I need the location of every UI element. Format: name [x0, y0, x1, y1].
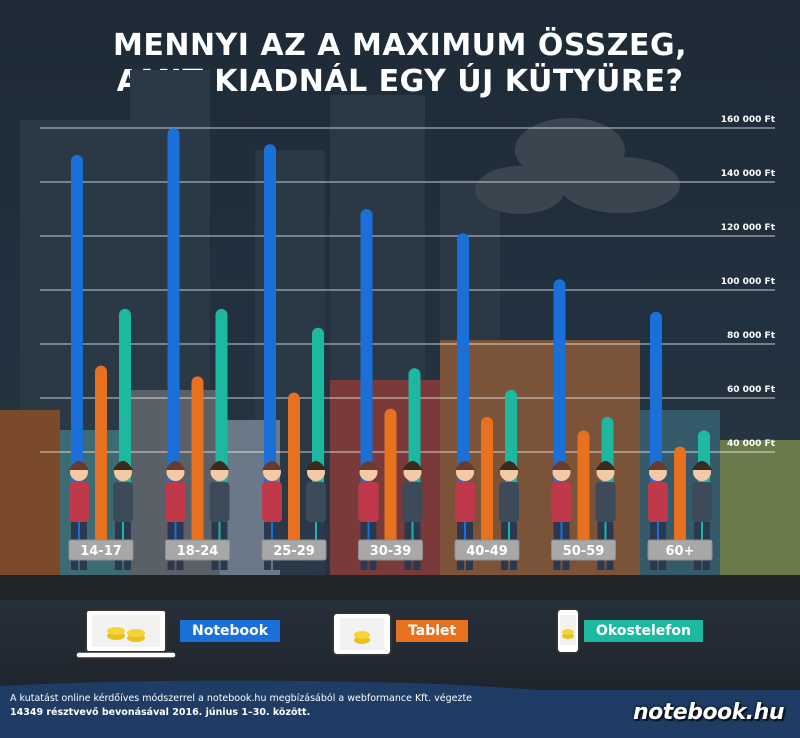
y-tick-label: 120 000 Ft — [721, 223, 776, 233]
category-label-40-49: 40-49 — [454, 539, 520, 561]
bar-notebook-14-17 — [71, 155, 83, 560]
bar-tablet-50-59 — [577, 430, 590, 560]
street — [0, 575, 800, 600]
bar-tablet-25-29 — [288, 392, 300, 560]
category-label-text: 14-17 — [80, 544, 122, 559]
bar-tablet-18-24 — [191, 376, 204, 560]
category-label-18-24: 18-24 — [165, 539, 230, 561]
brand-logo: notebook.hu — [632, 700, 785, 725]
legend: Notebook Tablet Okostelefon — [0, 600, 800, 670]
bar-tablet-30-39 — [384, 408, 397, 560]
footer: A kutatást online kérdőíves módszerrel a… — [0, 680, 800, 738]
category-label-50-59: 50-59 — [551, 539, 616, 561]
y-tick-label: 60 000 Ft — [727, 385, 776, 395]
bar-chart: 40 000 Ft 60 000 Ft 80 000 Ft 100 000 Ft 120… — [0, 70, 800, 600]
page-title: MENNYI AZ A MAXIMUM ÖSSZEG, AMIT KIADNÁL… — [0, 28, 800, 100]
category-label-25-29: 25-29 — [261, 539, 327, 561]
category-label-60+: 60+ — [647, 539, 713, 561]
category-label-text: 25-29 — [273, 544, 315, 559]
legend-okostelefon: Okostelefon — [584, 620, 703, 642]
tablet-icon — [332, 612, 392, 656]
smartphone-icon — [556, 608, 580, 654]
y-tick-label: 80 000 Ft — [727, 331, 776, 341]
bar-tablet-40-49 — [481, 416, 493, 560]
footnote-line-1: A kutatást online kérdőíves módszerrel a… — [10, 693, 473, 704]
footer-wave — [0, 680, 560, 692]
laptop-icon — [76, 609, 176, 659]
category-label-14-17: 14-17 — [68, 539, 134, 561]
title-line-2: AMIT KIADNÁL EGY ÚJ KÜTYÜRE? — [116, 64, 684, 99]
y-tick-label: 100 000 Ft — [721, 277, 776, 287]
title-line-1: MENNYI AZ A MAXIMUM ÖSSZEG, — [113, 28, 687, 63]
y-tick-label: 40 000 Ft — [727, 439, 776, 449]
bar-tablet-14-17 — [95, 365, 107, 560]
category-label-text: 40-49 — [466, 544, 508, 559]
footnote: A kutatást online kérdőíves módszerrel a… — [10, 692, 570, 720]
bar-tablet-60+ — [674, 446, 686, 560]
cloud-decoration — [475, 118, 680, 214]
y-tick-label: 140 000 Ft — [721, 169, 776, 179]
legend-tablet: Tablet — [396, 620, 469, 642]
category-label-text: 60+ — [666, 544, 695, 559]
footnote-line-2: 14349 résztvevő bevonásával 2016. június… — [10, 707, 311, 718]
bar-notebook-25-29 — [264, 144, 276, 560]
category-label-30-39: 30-39 — [358, 539, 423, 561]
category-label-text: 30-39 — [370, 544, 412, 559]
bar-notebook-18-24 — [167, 128, 180, 560]
y-tick-label: 160 000 Ft — [721, 115, 776, 125]
category-label-text: 18-24 — [177, 544, 219, 559]
legend-notebook: Notebook — [180, 620, 281, 642]
category-label-text: 50-59 — [563, 544, 605, 559]
